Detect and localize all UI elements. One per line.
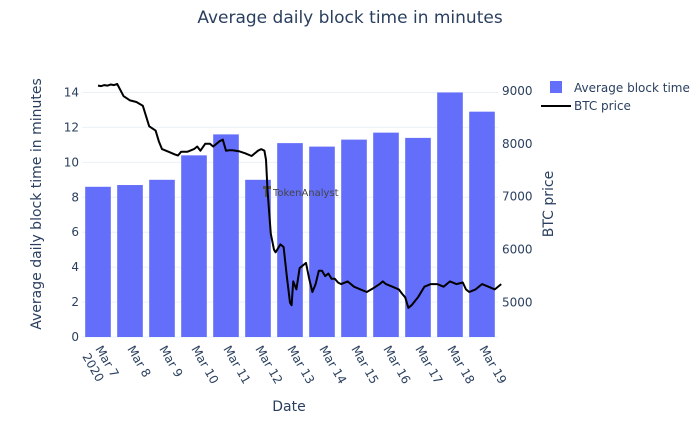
legend-item-bars[interactable]: Average block time xyxy=(550,81,690,95)
y2-tick-label: 8000 xyxy=(502,137,533,151)
y2-axis-ticks: 5000 6000 7000 8000 9000 xyxy=(502,84,533,310)
y-tick-label: 2 xyxy=(71,295,79,309)
y2-tick-label: 7000 xyxy=(502,190,533,204)
bar-mar-9[interactable] xyxy=(149,179,175,337)
bar-mar-8[interactable] xyxy=(117,185,143,337)
bar-mar-10[interactable] xyxy=(181,155,207,337)
y2-axis-title: BTC price xyxy=(541,171,557,237)
watermark-text: TokenAnalyst xyxy=(272,188,339,199)
y-tick-label: 4 xyxy=(71,260,79,274)
bar-mar-19[interactable] xyxy=(469,111,495,338)
chart-title: Average daily block time in minutes xyxy=(197,8,503,28)
y-tick-label: 10 xyxy=(64,155,79,169)
y-tick-label: 6 xyxy=(71,225,79,239)
legend-label-bars: Average block time xyxy=(574,81,690,95)
y2-tick-label: 9000 xyxy=(502,84,533,98)
y-tick-label: 14 xyxy=(64,85,79,99)
tokenanalyst-watermark: TokenAnalyst xyxy=(263,186,339,199)
y-tick-label: 12 xyxy=(64,120,79,134)
bar-mar-13[interactable] xyxy=(277,143,303,337)
y-axis-title: Average daily block time in minutes xyxy=(29,78,45,329)
bars xyxy=(85,92,495,338)
bar-mar-15[interactable] xyxy=(341,139,367,337)
x-axis-title: Date xyxy=(272,399,305,415)
bar-mar-18[interactable] xyxy=(437,92,463,337)
bar-mar-12[interactable] xyxy=(245,179,271,337)
y-axis-ticks: 0 2 4 6 8 10 12 14 xyxy=(64,85,79,344)
bar-mar-14[interactable] xyxy=(309,146,335,337)
y-tick-label: 0 xyxy=(71,330,79,344)
y-tick-label: 8 xyxy=(71,190,79,204)
y2-tick-label: 5000 xyxy=(502,296,533,310)
y2-tick-label: 6000 xyxy=(502,243,533,257)
bar-mar-7[interactable] xyxy=(85,186,111,337)
legend-label-line: BTC price xyxy=(574,99,631,113)
legend: Average block time BTC price xyxy=(541,81,690,113)
bar-mar-17[interactable] xyxy=(405,137,431,337)
btc-price-line xyxy=(97,83,502,309)
legend-swatch-bars xyxy=(550,81,562,93)
legend-item-line[interactable]: BTC price xyxy=(541,99,631,113)
bar-mar-11[interactable] xyxy=(213,134,239,337)
bar-mar-16[interactable] xyxy=(373,132,399,337)
